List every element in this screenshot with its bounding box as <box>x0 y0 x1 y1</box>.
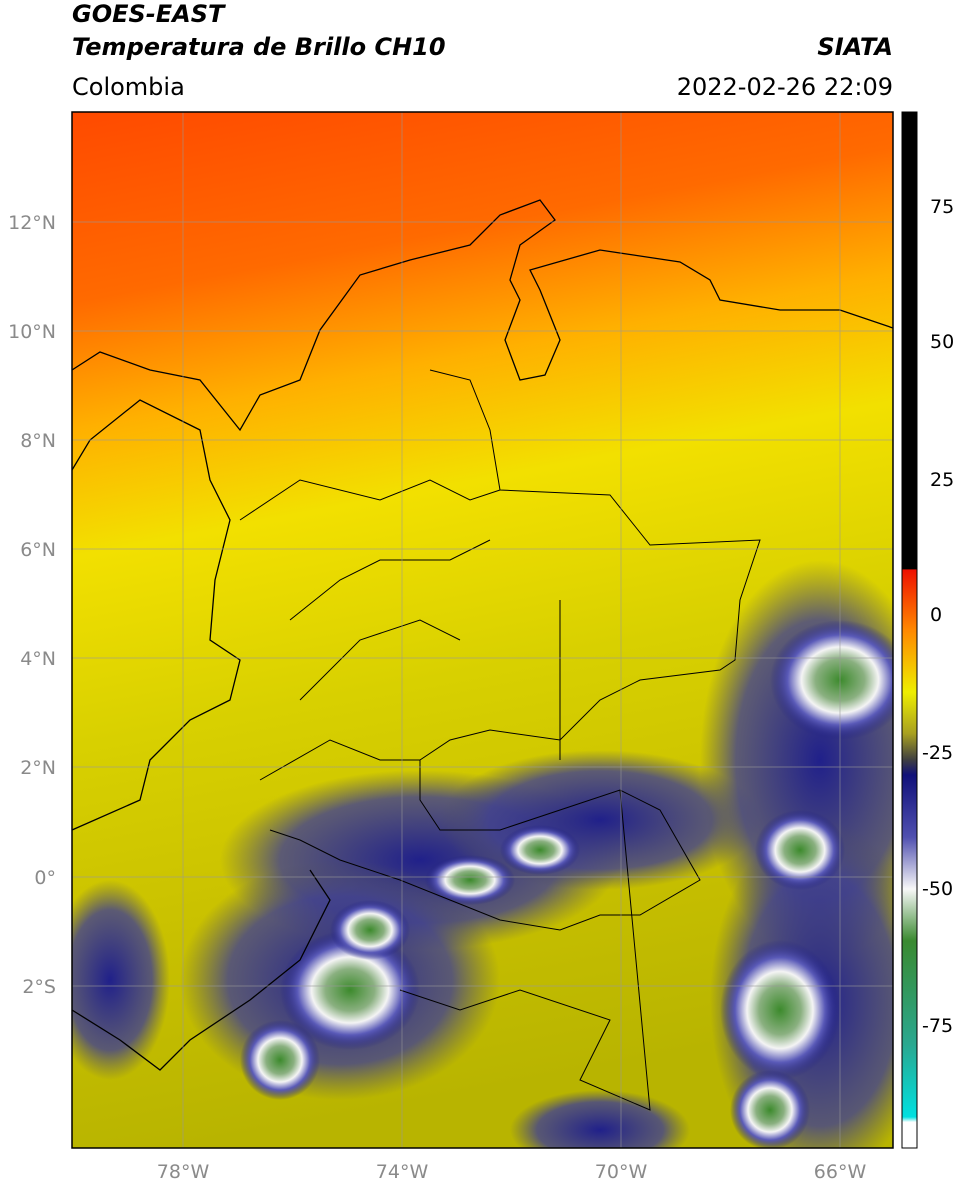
colorbar-label: 75 <box>930 196 954 218</box>
lat-label: 0° <box>34 867 56 889</box>
coastline <box>72 199 893 432</box>
colorbar <box>901 111 918 1149</box>
coastlines <box>72 199 893 1071</box>
region: Colombia <box>72 73 185 101</box>
source: SIATA <box>817 33 893 61</box>
graticule <box>72 112 893 1148</box>
storm <box>280 930 420 1050</box>
cloud <box>510 1090 690 1148</box>
colorbar-labels: 75 50 25 0 -25 -50 -75 <box>922 196 954 1037</box>
storm <box>770 620 893 740</box>
coastline <box>72 399 241 831</box>
lat-labels: 12°N 10°N 8°N 6°N 4°N 2°N 0° 2°S <box>8 212 56 998</box>
subtitle: Temperatura de Brillo CH10 <box>72 33 446 61</box>
lon-label: 74°W <box>376 1161 429 1183</box>
lat-label: 4°N <box>20 648 56 670</box>
storm <box>730 1070 810 1148</box>
map-frame <box>71 111 894 1149</box>
colorbar-label: 25 <box>930 469 954 491</box>
lat-label: 2°N <box>20 757 56 779</box>
lon-label: 70°W <box>595 1161 648 1183</box>
borders <box>239 369 761 1111</box>
lat-label: 8°N <box>20 430 56 452</box>
title: GOES-EAST <box>72 0 226 28</box>
storm <box>755 810 845 890</box>
lat-label: 2°S <box>22 976 56 998</box>
lon-label: 78°W <box>157 1161 210 1183</box>
storm <box>330 900 410 960</box>
colorbar-label: 50 <box>930 331 954 353</box>
colorbar-label: -50 <box>922 878 953 900</box>
colorbar-label: -75 <box>922 1015 953 1037</box>
lon-labels: 78°W 74°W 70°W 66°W <box>157 1161 867 1183</box>
map-image <box>72 112 893 1148</box>
storm <box>500 825 580 875</box>
border <box>239 479 561 781</box>
storm <box>240 1020 320 1100</box>
storm <box>425 855 515 905</box>
storm <box>720 940 840 1080</box>
lon-label: 66°W <box>814 1161 867 1183</box>
lat-label: 6°N <box>20 539 56 561</box>
lat-label: 10°N <box>8 321 56 343</box>
lat-label: 12°N <box>8 212 56 234</box>
cloud <box>72 880 170 1080</box>
timestamp: 2022-02-26 22:09 <box>677 73 893 101</box>
border <box>399 789 651 1111</box>
coastline <box>72 869 331 1071</box>
colorbar-label: -25 <box>922 742 953 764</box>
colorbar-label: 0 <box>930 604 942 626</box>
